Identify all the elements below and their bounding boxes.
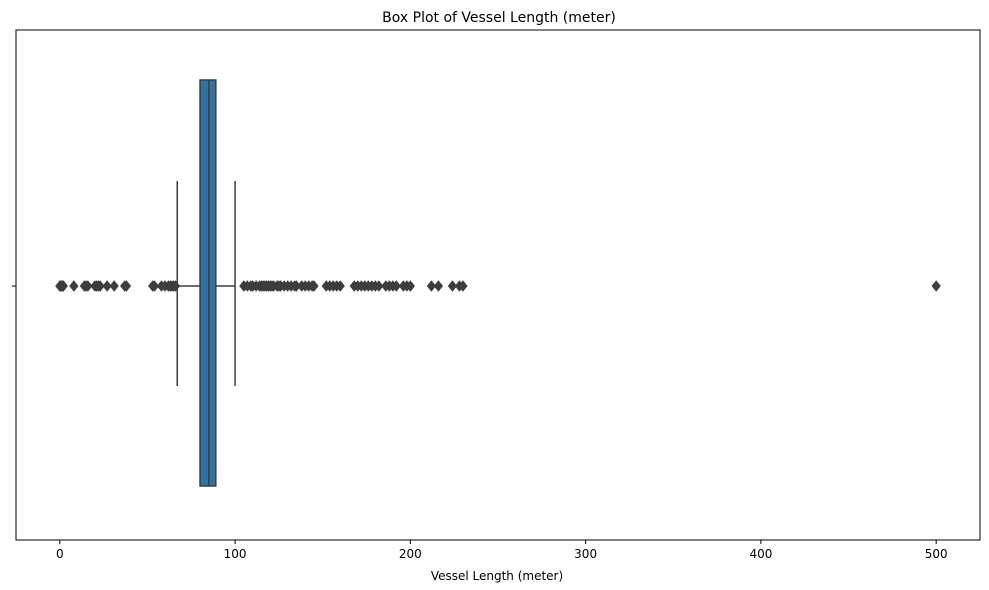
plot-area-frame <box>15 29 981 541</box>
outlier-point <box>58 280 68 292</box>
outlier-point <box>391 280 401 292</box>
outlier-point <box>95 280 105 292</box>
outlier-point <box>426 280 437 292</box>
outlier-point <box>335 280 345 292</box>
x-axis: 0 100 200 300 400 500 <box>56 540 948 561</box>
outlier-point <box>170 280 181 292</box>
outlier-point <box>149 280 160 292</box>
outlier-point <box>447 280 458 292</box>
x-tick-label: 200 <box>399 547 422 561</box>
x-tick-label: 500 <box>925 547 948 561</box>
outlier-point <box>458 280 468 292</box>
x-tick-label: 400 <box>749 547 772 561</box>
x-tick-label: 300 <box>574 547 597 561</box>
box <box>199 79 217 487</box>
x-axis-label: Vessel Length (meter) <box>431 569 563 583</box>
outlier-point <box>121 280 132 292</box>
outlier-point <box>931 280 941 292</box>
outlier-point <box>109 280 119 292</box>
outlier-point <box>102 280 112 292</box>
x-tick-label: 100 <box>224 547 247 561</box>
outlier-point <box>83 280 93 292</box>
outlier-point <box>433 280 444 292</box>
outlier-point <box>309 280 319 292</box>
outlier-point <box>69 280 79 292</box>
outlier-point <box>374 280 384 292</box>
iqr-box <box>199 79 217 487</box>
x-tick-label: 0 <box>56 547 64 561</box>
outlier-point <box>405 280 416 292</box>
chart-title: Box Plot of Vessel Length (meter) <box>382 10 616 26</box>
outliers <box>55 280 941 292</box>
